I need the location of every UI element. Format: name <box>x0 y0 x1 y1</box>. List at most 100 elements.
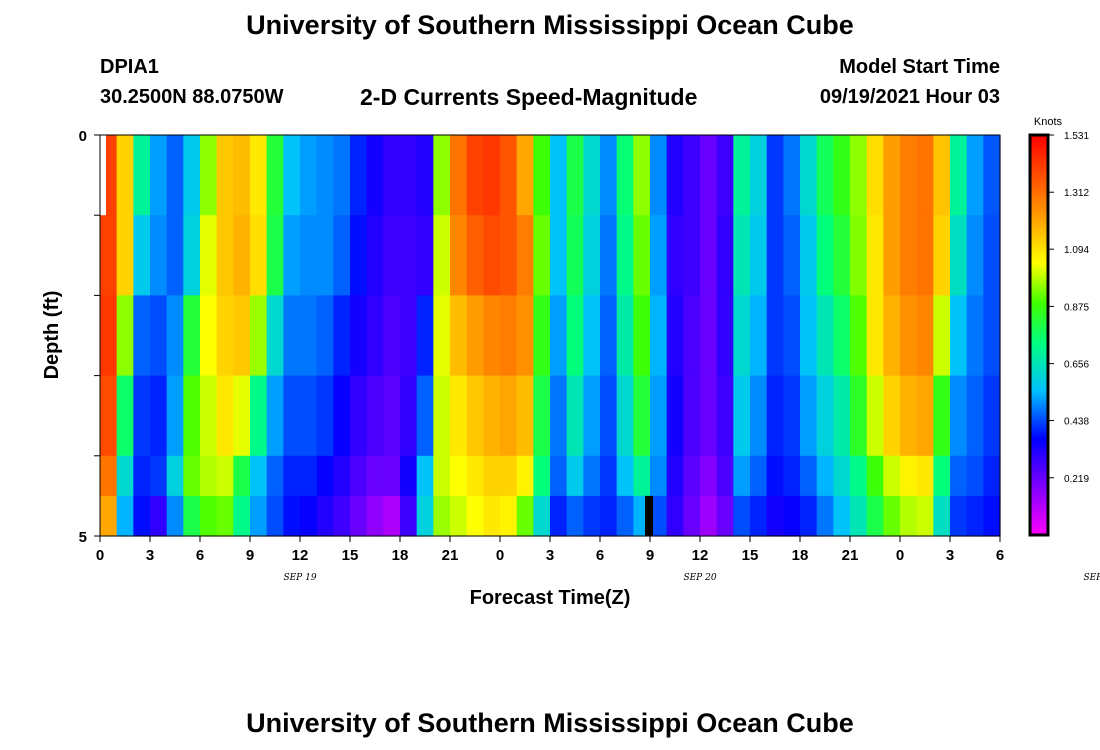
heatmap-cell <box>883 375 901 457</box>
heatmap-cell <box>333 135 351 216</box>
heatmap-cell <box>216 215 234 296</box>
heatmap-cell <box>716 135 734 216</box>
heatmap-cell <box>583 455 601 497</box>
heatmap-cell <box>983 375 1001 457</box>
heatmap-cell <box>550 455 568 497</box>
heatmap-cell <box>933 135 951 216</box>
heatmap-cell <box>250 495 268 537</box>
heatmap-cell <box>866 295 884 377</box>
heatmap-cell <box>366 295 384 377</box>
heatmap-cell <box>200 295 218 377</box>
heatmap-cell <box>533 455 551 497</box>
heatmap-cell <box>366 375 384 457</box>
heatmap-cell <box>183 215 201 296</box>
heatmap-cell <box>766 455 784 497</box>
axes: 0 3 6 9 12 15 18 21 0 3 6 9 12 15 18 21 0 3 6 SEP 19 SEP 20 S… <box>79 128 1100 583</box>
heatmap-cell <box>383 295 401 377</box>
heatmap-cell <box>483 135 501 216</box>
heatmap-cell <box>716 455 734 497</box>
heatmap-cell <box>833 215 851 296</box>
heatmap-cell <box>516 455 534 497</box>
heatmap-cell <box>333 455 351 497</box>
heatmap-cell <box>866 135 884 216</box>
heatmap-cell <box>533 295 551 377</box>
heatmap-cell <box>550 375 568 457</box>
heatmap-cell <box>450 135 468 216</box>
heatmap-cell <box>200 495 218 537</box>
heatmap-cell <box>266 455 284 497</box>
heatmap-cell <box>233 295 251 377</box>
heatmap-cell <box>666 375 684 457</box>
heatmap-cell <box>933 295 951 377</box>
heatmap-cell <box>833 455 851 497</box>
heatmap-cell <box>216 455 234 497</box>
heatmap-cell <box>650 135 668 216</box>
heatmap-cell <box>733 215 751 296</box>
heatmap-cell <box>116 375 134 457</box>
heatmap-cell <box>633 375 651 457</box>
heatmap-cell <box>116 135 134 216</box>
heatmap-cell <box>700 375 718 457</box>
heatmap-cell <box>266 295 284 377</box>
heatmap-cell <box>516 295 534 377</box>
heatmap-cell <box>266 135 284 216</box>
heatmap-cell <box>800 215 818 296</box>
heatmap-cell <box>683 495 701 537</box>
heatmap-cell <box>716 215 734 296</box>
heatmap-cell <box>900 295 918 377</box>
heatmap-cell <box>300 495 318 537</box>
x-tick-label: 6 <box>596 547 604 564</box>
heatmap-cell <box>416 375 434 457</box>
colorbar-tick-label: 1.312 <box>1064 188 1089 199</box>
heatmap-cell <box>333 375 351 457</box>
heatmap-cell <box>566 495 584 537</box>
heatmap-cell <box>783 215 801 296</box>
heatmap-cell <box>400 495 418 537</box>
heatmap-cell <box>466 295 484 377</box>
heatmap-cell <box>883 495 901 537</box>
heatmap-cell <box>216 135 234 216</box>
heatmap-cell <box>483 455 501 497</box>
heatmap-cell <box>850 375 868 457</box>
heatmap-cell <box>383 375 401 457</box>
heatmap-cell <box>516 135 534 216</box>
heatmap-cell <box>966 215 984 296</box>
heatmap-cell <box>750 215 768 296</box>
heatmap-cell <box>900 495 918 537</box>
x-tick-label: 0 <box>896 547 904 564</box>
heatmap-cell <box>316 375 334 457</box>
heatmap-cell <box>433 495 451 537</box>
heatmap-cell <box>100 375 118 457</box>
heatmap-cell <box>466 135 484 216</box>
heatmap-cell <box>933 495 951 537</box>
heatmap-cell <box>266 495 284 537</box>
heatmap-cell <box>800 295 818 377</box>
heatmap-cell <box>183 135 201 216</box>
heatmap-cell <box>500 295 518 377</box>
heatmap-cell <box>200 375 218 457</box>
heatmap-cell <box>100 295 118 377</box>
heatmap-cell <box>316 215 334 296</box>
heatmap-cell <box>416 495 434 537</box>
heatmap-cell <box>700 135 718 216</box>
heatmap-cell <box>916 495 934 537</box>
heatmap-cell <box>750 295 768 377</box>
heatmap-cell <box>133 375 151 457</box>
heatmap-cell <box>166 135 184 216</box>
heatmap-cell <box>666 455 684 497</box>
colorbar-tick-label: 1.531 <box>1064 131 1089 142</box>
heatmap-cell <box>750 135 768 216</box>
heatmap-cell <box>533 375 551 457</box>
heatmap-cell <box>350 455 368 497</box>
x-tick-label: 18 <box>792 547 809 564</box>
heatmap-cell <box>416 135 434 216</box>
heatmap-cell <box>250 135 268 216</box>
heatmap-cell <box>583 375 601 457</box>
heatmap-cell <box>500 215 518 296</box>
heatmap-cell <box>916 375 934 457</box>
heatmap-cell <box>666 495 684 537</box>
heatmap-cell <box>950 295 968 377</box>
heatmap-cell <box>283 135 301 216</box>
heatmap-cell <box>300 295 318 377</box>
heatmap-cell <box>533 215 551 296</box>
